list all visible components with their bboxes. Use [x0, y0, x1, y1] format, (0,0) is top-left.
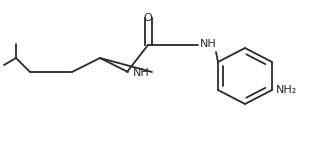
- Text: NH₂: NH₂: [276, 85, 297, 95]
- Text: O: O: [144, 13, 152, 23]
- Text: NH: NH: [133, 68, 150, 78]
- Text: NH: NH: [200, 39, 217, 49]
